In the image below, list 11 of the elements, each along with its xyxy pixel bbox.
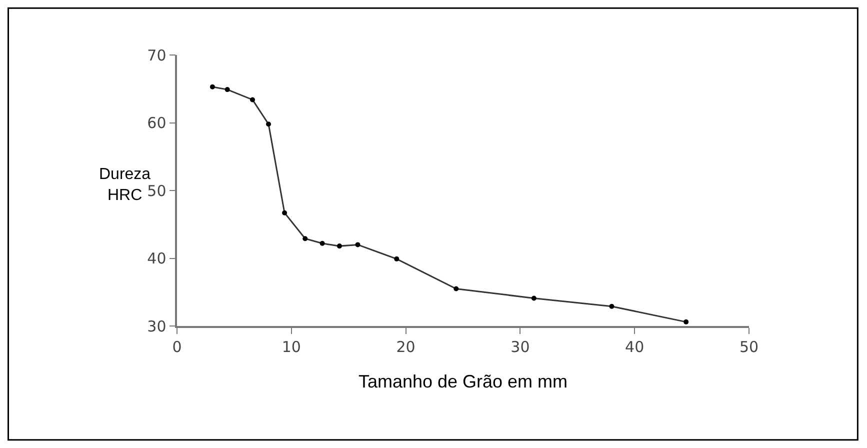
y-tick-label: 30	[147, 317, 166, 336]
x-tick-label: 50	[739, 338, 759, 356]
y-tick-label: 60	[147, 114, 166, 132]
y-tick-label: 70	[147, 46, 166, 64]
x-tick-label: 20	[396, 338, 416, 356]
x-tick-label: 40	[625, 338, 644, 356]
x-tick-label: 10	[282, 338, 301, 356]
x-axis-title: Tamanho de Grão em mm	[358, 371, 568, 392]
x-tick-label: 0	[172, 338, 182, 356]
x-tick-label: 30	[510, 338, 530, 356]
y-tick-label: 40	[147, 250, 166, 268]
